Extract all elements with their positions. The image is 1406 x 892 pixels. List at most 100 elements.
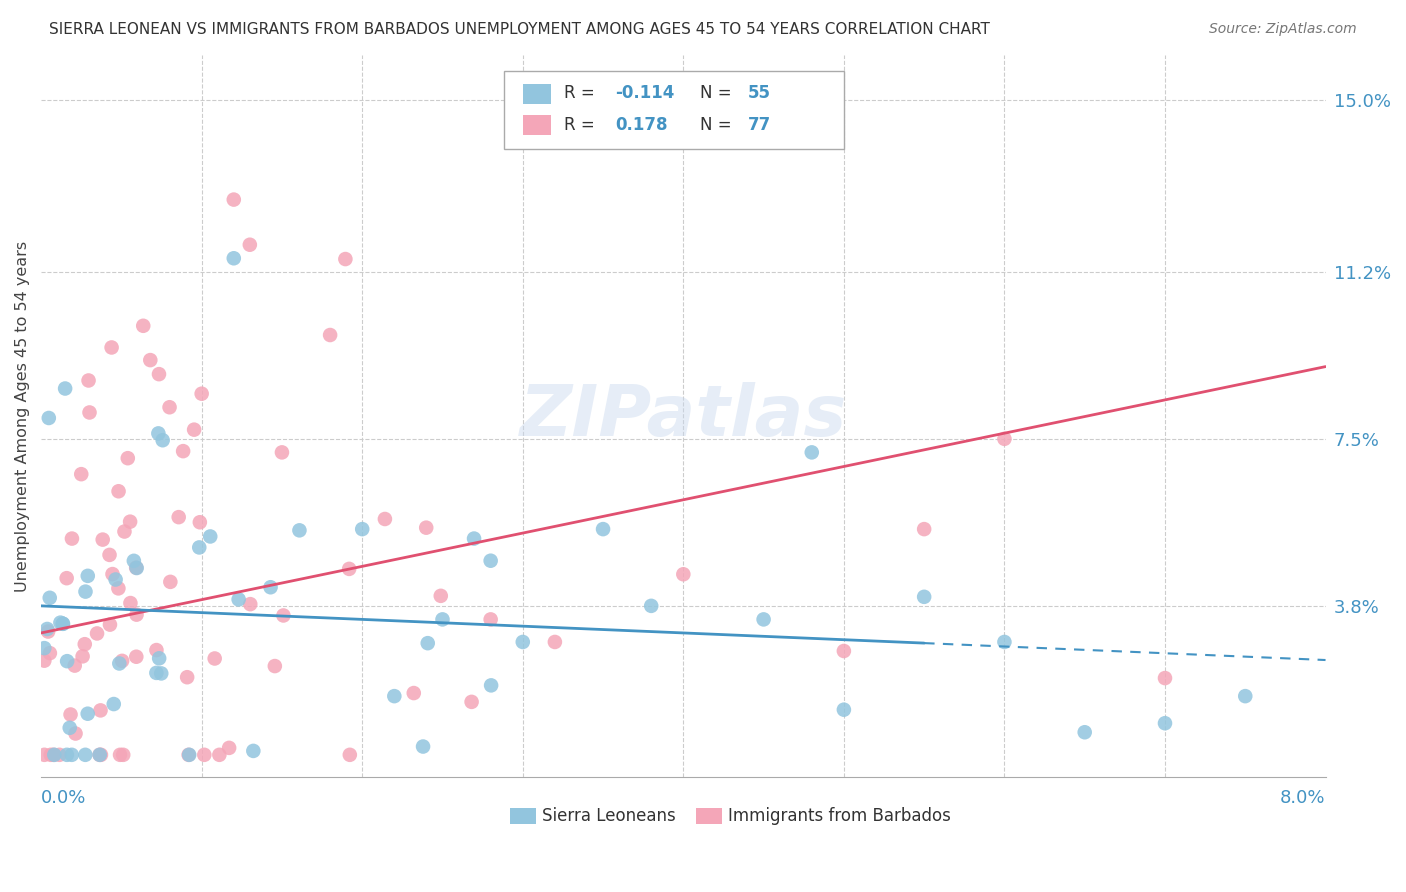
Bar [696, 808, 721, 824]
Point [512, 635, 534, 649]
Point [288, 524, 311, 538]
Point [172, 444, 194, 458]
Point [432, 612, 454, 626]
Point [90, 747, 112, 762]
Point [204, 651, 226, 665]
Point [75, 747, 97, 762]
Point [89, 747, 111, 762]
Point [120, 596, 142, 610]
Point [44, 747, 66, 762]
Point [125, 560, 148, 574]
Point [79, 405, 101, 419]
Point [752, 612, 775, 626]
Text: Immigrants from Barbados: Immigrants from Barbados [728, 807, 950, 825]
Point [271, 445, 294, 459]
Point [183, 423, 205, 437]
Point [100, 341, 122, 355]
Point [39, 747, 62, 762]
Point [218, 740, 240, 755]
Point [91, 533, 114, 547]
Point [242, 744, 264, 758]
Point [98, 617, 121, 632]
Point [117, 451, 139, 466]
Point [179, 747, 201, 762]
Point [76, 569, 98, 583]
Point [402, 686, 425, 700]
Point [352, 522, 374, 536]
Point [152, 434, 174, 448]
Text: R =: R = [564, 85, 600, 103]
FancyBboxPatch shape [503, 71, 844, 149]
Point [53, 382, 76, 396]
Point [114, 524, 136, 539]
Point [120, 515, 142, 529]
Point [56, 747, 79, 762]
Point [1154, 671, 1177, 685]
Point [38, 411, 60, 425]
Text: 55: 55 [748, 85, 770, 103]
Point [55, 571, 77, 585]
Point [148, 651, 170, 665]
Point [672, 567, 695, 582]
Point [263, 659, 285, 673]
Text: 8.0%: 8.0% [1279, 789, 1326, 807]
Point [42, 747, 65, 762]
Point [103, 697, 125, 711]
Point [89, 703, 111, 717]
Text: 0.178: 0.178 [616, 116, 668, 134]
Point [107, 582, 129, 596]
Point [104, 573, 127, 587]
Point [335, 252, 357, 266]
Point [415, 521, 437, 535]
Point [640, 599, 662, 613]
Point [200, 529, 222, 543]
Point [139, 353, 162, 368]
Point [52, 616, 75, 631]
Point [122, 554, 145, 568]
Point [228, 592, 250, 607]
Point [73, 637, 96, 651]
Point [65, 726, 87, 740]
Text: SIERRA LEONEAN VS IMMIGRANTS FROM BARBADOS UNEMPLOYMENT AMONG AGES 45 TO 54 YEAR: SIERRA LEONEAN VS IMMIGRANTS FROM BARBAD… [49, 22, 990, 37]
Point [76, 706, 98, 721]
Point [145, 665, 167, 680]
Point [132, 318, 155, 333]
Point [460, 695, 482, 709]
Point [479, 678, 502, 692]
Point [319, 328, 342, 343]
Point [993, 432, 1015, 446]
Point [125, 607, 148, 622]
Point [108, 747, 131, 762]
Point [167, 510, 190, 524]
Point [190, 386, 212, 401]
Point [592, 522, 614, 536]
Point [993, 635, 1015, 649]
Text: 0.0%: 0.0% [41, 789, 87, 807]
Point [382, 689, 405, 703]
Point [125, 649, 148, 664]
Point [148, 367, 170, 381]
Bar [523, 84, 551, 104]
Point [188, 541, 211, 555]
Point [429, 589, 451, 603]
Point [176, 670, 198, 684]
Point [63, 658, 86, 673]
Bar [510, 808, 536, 824]
Text: N =: N = [700, 85, 737, 103]
Point [1073, 725, 1095, 739]
Point [60, 532, 83, 546]
Point [912, 522, 935, 536]
Point [148, 426, 170, 441]
Point [77, 374, 100, 388]
Point [222, 193, 245, 207]
Point [1154, 716, 1177, 731]
Point [34, 654, 56, 668]
Point [86, 626, 108, 640]
Point [912, 590, 935, 604]
Point [72, 649, 94, 664]
Point [273, 608, 295, 623]
Point [188, 515, 211, 529]
Point [56, 654, 79, 668]
Point [38, 591, 60, 605]
Point [463, 532, 485, 546]
